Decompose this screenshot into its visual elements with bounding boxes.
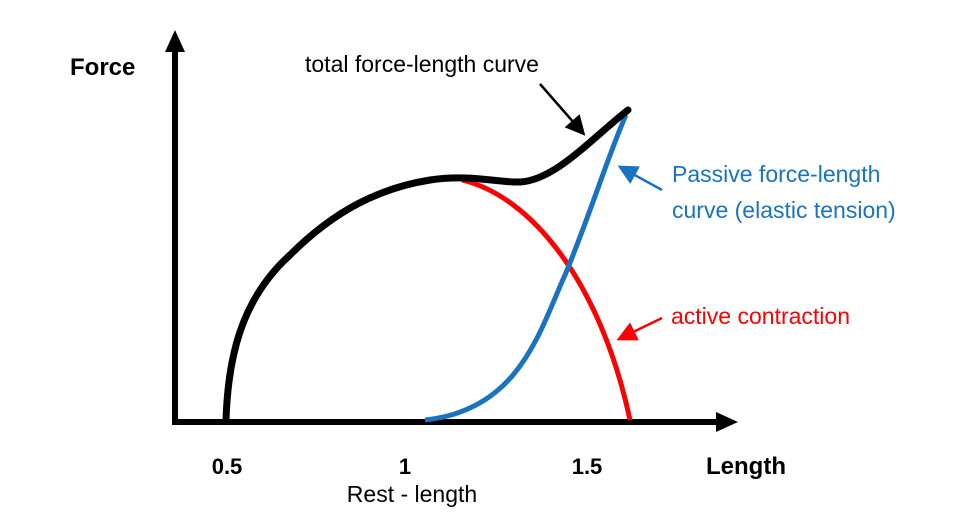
x-axis-arrowhead [716, 412, 738, 432]
y-axis-title: Force [70, 54, 135, 81]
y-axis-arrowhead [165, 30, 185, 52]
x-axis-title: Length [706, 453, 786, 480]
total-curve-annotation: total force-length curve [305, 51, 539, 77]
active-annotation-arrow [616, 316, 663, 341]
curve-active [461, 177, 633, 421]
active-curve-annotation: active contraction [671, 303, 850, 329]
total-annotation-arrow [539, 83, 586, 136]
x-tick-label-2: 1.5 [572, 454, 603, 479]
rest-length-label: Rest - length [347, 481, 477, 507]
x-tick-label-1: 1 [399, 454, 411, 479]
passive-curve-annotation-line2: curve (elastic tension) [672, 197, 896, 223]
passive-curve-annotation-line1: Passive force-length [672, 161, 880, 187]
passive-annotation-arrow [617, 165, 663, 192]
curve-passive [424, 113, 629, 423]
curve-total [222, 106, 632, 424]
x-tick-label-0: 0.5 [212, 454, 243, 479]
